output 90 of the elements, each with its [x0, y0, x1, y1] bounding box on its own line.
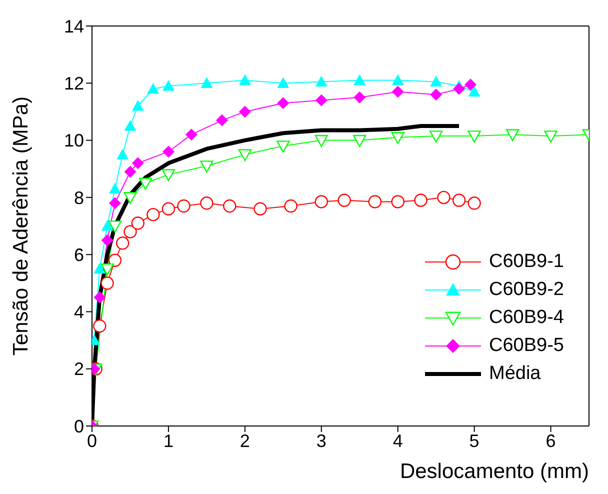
point [276, 140, 290, 153]
point [124, 192, 137, 204]
point [116, 236, 130, 250]
point [162, 146, 174, 158]
point [391, 195, 404, 208]
point [277, 77, 290, 88]
point [254, 202, 267, 216]
point [93, 319, 106, 333]
point [354, 91, 366, 104]
x-tick-label: 3 [316, 430, 326, 451]
point [94, 262, 106, 274]
point [162, 80, 174, 91]
point [464, 78, 476, 91]
point [100, 263, 114, 276]
point [200, 77, 213, 88]
point [544, 130, 558, 143]
x-tick-label: 6 [546, 430, 556, 451]
point [468, 130, 481, 143]
point [338, 194, 351, 207]
point [392, 86, 404, 98]
x-axis-title: Deslocamento (mm) [400, 460, 589, 483]
point [506, 129, 520, 142]
point [200, 160, 214, 173]
point [108, 182, 121, 194]
point [284, 199, 298, 213]
y-axis-title: Tensão de Aderência (MPa) [9, 96, 32, 356]
point [353, 134, 366, 147]
point [314, 195, 328, 208]
point [216, 114, 228, 126]
point [101, 220, 114, 231]
y-tick-label: 6 [74, 244, 84, 265]
point [354, 74, 366, 86]
x-tick-label: 0 [86, 430, 98, 451]
point [315, 94, 328, 106]
point [468, 86, 480, 97]
legend-label: C60B9-2 [489, 279, 564, 301]
point [124, 120, 136, 131]
point [116, 148, 129, 160]
point [437, 190, 450, 204]
point [132, 100, 144, 111]
point [277, 97, 290, 110]
y-tick-label: 4 [74, 302, 84, 322]
y-tick-label: 2 [74, 359, 84, 380]
legend-label: C60B9-5 [489, 335, 564, 357]
y-tick-label: 10 [64, 130, 84, 151]
point [100, 276, 114, 290]
point [185, 128, 198, 141]
x-tick-label: 5 [469, 430, 480, 451]
y-tick-label: 8 [74, 188, 84, 208]
point [430, 76, 442, 87]
legend-label: Média [489, 363, 541, 385]
point [101, 234, 114, 246]
point [124, 166, 136, 178]
point [200, 196, 214, 210]
point [315, 76, 328, 87]
point [108, 197, 121, 210]
point [162, 169, 176, 182]
point [162, 202, 176, 216]
point [147, 82, 160, 94]
y-tick-label: 0 [74, 416, 84, 436]
point [392, 74, 404, 86]
x-tick-label: 4 [392, 430, 403, 451]
point [452, 194, 466, 207]
point [453, 82, 466, 95]
point [238, 74, 251, 86]
x-tick-label: 2 [240, 430, 250, 451]
x-tick-label: 1 [163, 430, 174, 451]
point [430, 88, 442, 101]
legend-label: C60B9-4 [489, 307, 564, 329]
point [132, 157, 144, 170]
point [368, 195, 382, 208]
y-tick-label: 14 [64, 16, 84, 36]
point [124, 225, 137, 238]
point [94, 291, 106, 304]
point [429, 130, 443, 143]
legend-label: C60B9-1 [489, 251, 564, 273]
point [238, 106, 251, 118]
point [238, 149, 252, 162]
point [138, 178, 152, 190]
point [108, 220, 122, 233]
point [131, 216, 144, 230]
point [177, 199, 190, 213]
y-tick-label: 12 [64, 74, 84, 94]
point [314, 134, 328, 147]
point [468, 196, 481, 210]
point [391, 132, 404, 144]
point [108, 254, 122, 267]
point [414, 194, 428, 207]
point [146, 208, 160, 222]
point [223, 199, 236, 213]
